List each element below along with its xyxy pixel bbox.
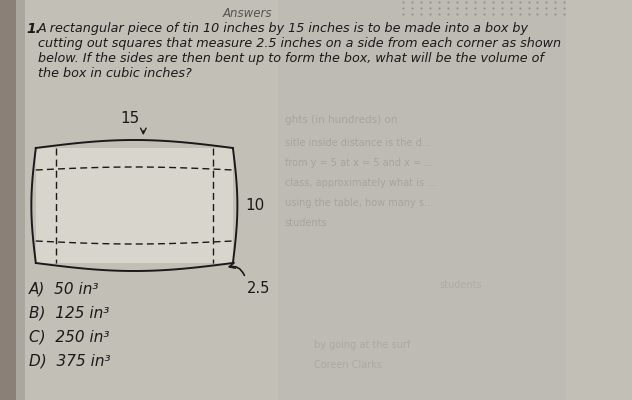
Text: cutting out squares that measure 2.5 inches on a side from each corner as shown: cutting out squares that measure 2.5 inc…	[38, 37, 561, 50]
Text: class, approximately what is ...: class, approximately what is ...	[285, 178, 436, 188]
Text: 15: 15	[120, 111, 140, 126]
Text: 1.: 1.	[27, 22, 42, 36]
Text: students: students	[439, 280, 482, 290]
Text: from y = 5 at x = 5 and x = ...: from y = 5 at x = 5 and x = ...	[285, 158, 433, 168]
Text: C)  250 in³: C) 250 in³	[28, 330, 109, 345]
Text: A rectangular piece of tin 10 inches by 15 inches is to be made into a box by: A rectangular piece of tin 10 inches by …	[38, 22, 528, 35]
Text: D)  375 in³: D) 375 in³	[28, 354, 111, 369]
Text: below. If the sides are then bent up to form the box, what will be the volume of: below. If the sides are then bent up to …	[38, 52, 544, 65]
Text: B)  125 in³: B) 125 in³	[28, 306, 109, 321]
Bar	[277, 0, 566, 400]
Text: Coreen Clarks: Coreen Clarks	[313, 360, 382, 370]
Bar	[36, 148, 233, 263]
Text: by going at the surf: by going at the surf	[313, 340, 410, 350]
Text: sitle inside distance is the d...: sitle inside distance is the d...	[285, 138, 430, 148]
Bar	[16, 0, 25, 400]
Text: 2.5: 2.5	[247, 281, 270, 296]
Text: ghts (in hundreds) on: ghts (in hundreds) on	[285, 115, 398, 125]
Text: the box in cubic inches?: the box in cubic inches?	[38, 67, 191, 80]
Text: Answers: Answers	[222, 7, 272, 20]
Bar	[0, 0, 16, 400]
Text: 10: 10	[245, 198, 265, 213]
Text: using the table, how many s...: using the table, how many s...	[285, 198, 433, 208]
Text: students: students	[285, 218, 327, 228]
Text: A)  50 in³: A) 50 in³	[28, 282, 99, 297]
